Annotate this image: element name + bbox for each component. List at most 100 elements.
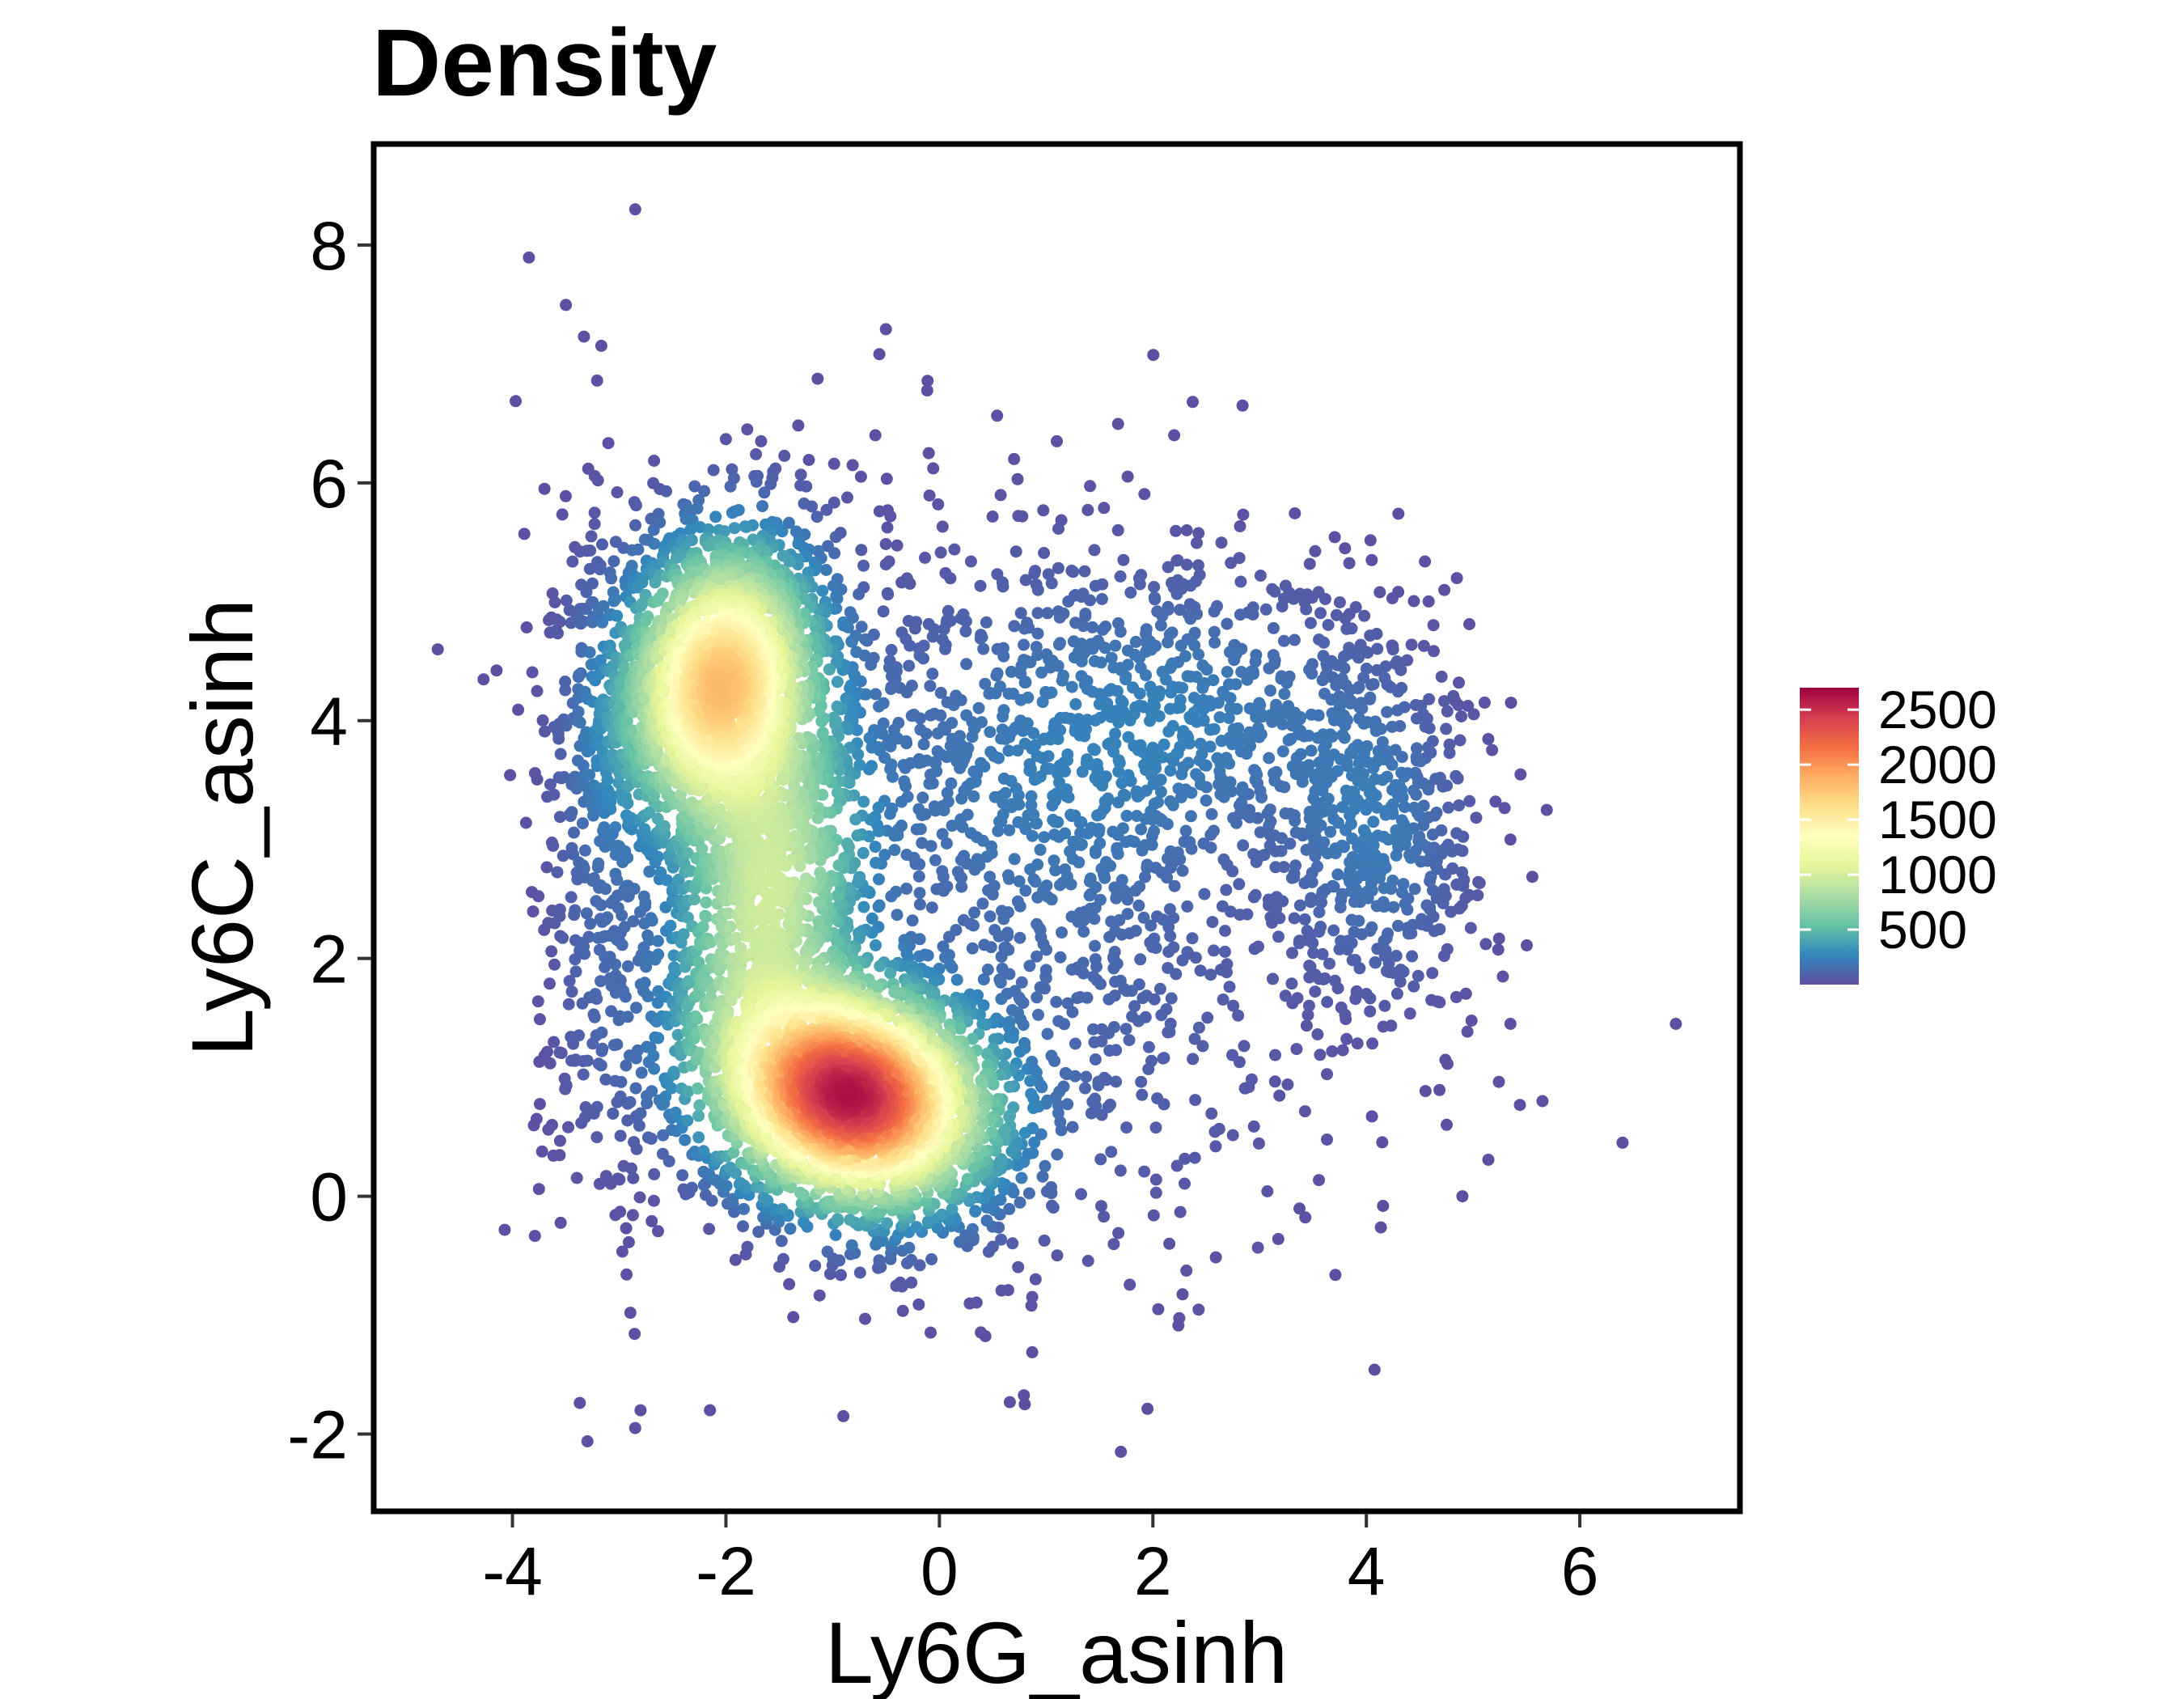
data-point — [1136, 992, 1149, 1005]
data-point — [614, 1129, 627, 1142]
data-point — [1352, 651, 1365, 664]
data-point — [1248, 943, 1261, 955]
data-point — [1302, 759, 1315, 772]
data-point — [1321, 996, 1334, 1008]
data-point — [1217, 853, 1230, 866]
data-point — [545, 945, 558, 958]
data-point — [1358, 609, 1371, 622]
data-point — [832, 1213, 844, 1226]
data-point — [1470, 811, 1483, 824]
data-point — [1205, 1107, 1218, 1120]
data-point — [657, 1129, 670, 1142]
data-point — [1138, 1165, 1151, 1178]
data-point — [1407, 980, 1420, 993]
data-point — [1395, 766, 1408, 779]
data-point — [1441, 705, 1454, 718]
data-point — [724, 920, 737, 933]
data-point — [1403, 1007, 1416, 1020]
data-point — [1036, 1170, 1049, 1183]
data-point — [1437, 883, 1450, 896]
data-point — [942, 604, 954, 617]
data-point — [523, 251, 535, 264]
data-point — [1454, 734, 1467, 747]
data-point — [1445, 905, 1458, 918]
scatter-points — [431, 203, 1682, 1458]
data-point — [978, 938, 991, 951]
data-point — [913, 887, 926, 900]
data-point — [1051, 1148, 1064, 1161]
data-point — [588, 1011, 601, 1023]
data-point — [827, 496, 840, 509]
data-point — [1026, 1290, 1039, 1303]
data-point — [916, 837, 929, 850]
data-point — [967, 790, 980, 803]
data-point — [1011, 895, 1024, 908]
data-point — [925, 1326, 937, 1339]
data-point — [1162, 561, 1175, 574]
data-point — [1489, 795, 1502, 808]
data-point — [685, 1181, 698, 1194]
data-point — [1170, 587, 1183, 600]
data-point — [912, 803, 925, 816]
data-point — [1019, 574, 1032, 587]
data-point — [1098, 1210, 1111, 1223]
data-point — [1390, 950, 1403, 962]
data-point — [601, 911, 614, 924]
data-point — [1411, 754, 1423, 767]
data-point — [1045, 1049, 1058, 1062]
data-point — [1135, 1075, 1148, 1088]
data-point — [1365, 921, 1378, 934]
data-point — [563, 975, 576, 988]
data-point — [1221, 617, 1234, 630]
data-point — [1012, 1260, 1025, 1273]
data-point — [997, 710, 1009, 723]
data-point — [1247, 1120, 1260, 1133]
data-point — [676, 1169, 689, 1182]
data-point — [1017, 1019, 1030, 1032]
data-point — [967, 919, 980, 932]
data-point — [1088, 1036, 1101, 1049]
data-point — [988, 924, 1001, 936]
data-point — [1190, 768, 1203, 781]
data-point — [1059, 1067, 1072, 1080]
data-point — [1513, 1099, 1526, 1112]
data-point — [1272, 1232, 1285, 1245]
data-point — [595, 1026, 608, 1039]
data-point — [925, 901, 938, 914]
data-point — [1306, 876, 1318, 888]
data-point — [1263, 662, 1276, 675]
data-point — [1208, 824, 1220, 837]
data-point — [1081, 1255, 1094, 1267]
data-point — [1034, 981, 1047, 994]
data-point — [1234, 608, 1246, 621]
data-point — [584, 917, 597, 930]
data-point — [1023, 960, 1036, 972]
data-point — [1164, 930, 1177, 943]
data-point — [1114, 1164, 1127, 1177]
data-point — [816, 727, 829, 740]
data-point — [996, 962, 1009, 975]
data-point — [1105, 1146, 1118, 1159]
data-point — [750, 448, 763, 460]
data-point — [624, 1095, 637, 1108]
data-point — [528, 1230, 541, 1243]
data-point — [565, 891, 578, 904]
data-point — [1427, 619, 1440, 632]
data-point — [1059, 863, 1072, 876]
data-point — [1338, 650, 1350, 663]
data-point — [1042, 750, 1055, 763]
data-point — [988, 879, 1001, 892]
data-point — [1377, 896, 1390, 909]
data-point — [1288, 912, 1301, 925]
data-point — [1071, 992, 1084, 1005]
data-point — [431, 643, 444, 656]
data-point — [626, 1209, 639, 1222]
data-point — [590, 374, 603, 387]
data-point — [1170, 554, 1183, 567]
data-point — [1036, 696, 1049, 709]
data-point — [1336, 1044, 1349, 1057]
data-point — [783, 1277, 796, 1290]
data-point — [651, 934, 664, 947]
data-point — [955, 880, 968, 893]
